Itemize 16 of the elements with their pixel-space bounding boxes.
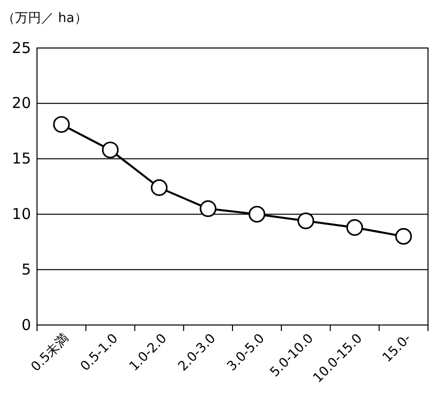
point	[395, 228, 412, 245]
y-axis-title: （万円／ ha）	[2, 11, 88, 26]
y-tick-label: 0	[21, 316, 31, 334]
point	[346, 219, 364, 236]
point	[102, 142, 119, 158]
point	[150, 179, 168, 196]
x-tick-label: 0.5未満	[28, 331, 72, 375]
point	[53, 116, 70, 133]
y-tick-label: 5	[21, 260, 31, 278]
y-tick-label: 10	[12, 205, 31, 223]
y-tick-label: 20	[12, 94, 31, 112]
y-tick-label: 25	[12, 38, 31, 57]
point	[200, 200, 216, 218]
y-tick-label: 15	[12, 150, 31, 168]
point	[248, 206, 266, 223]
point	[297, 212, 314, 230]
